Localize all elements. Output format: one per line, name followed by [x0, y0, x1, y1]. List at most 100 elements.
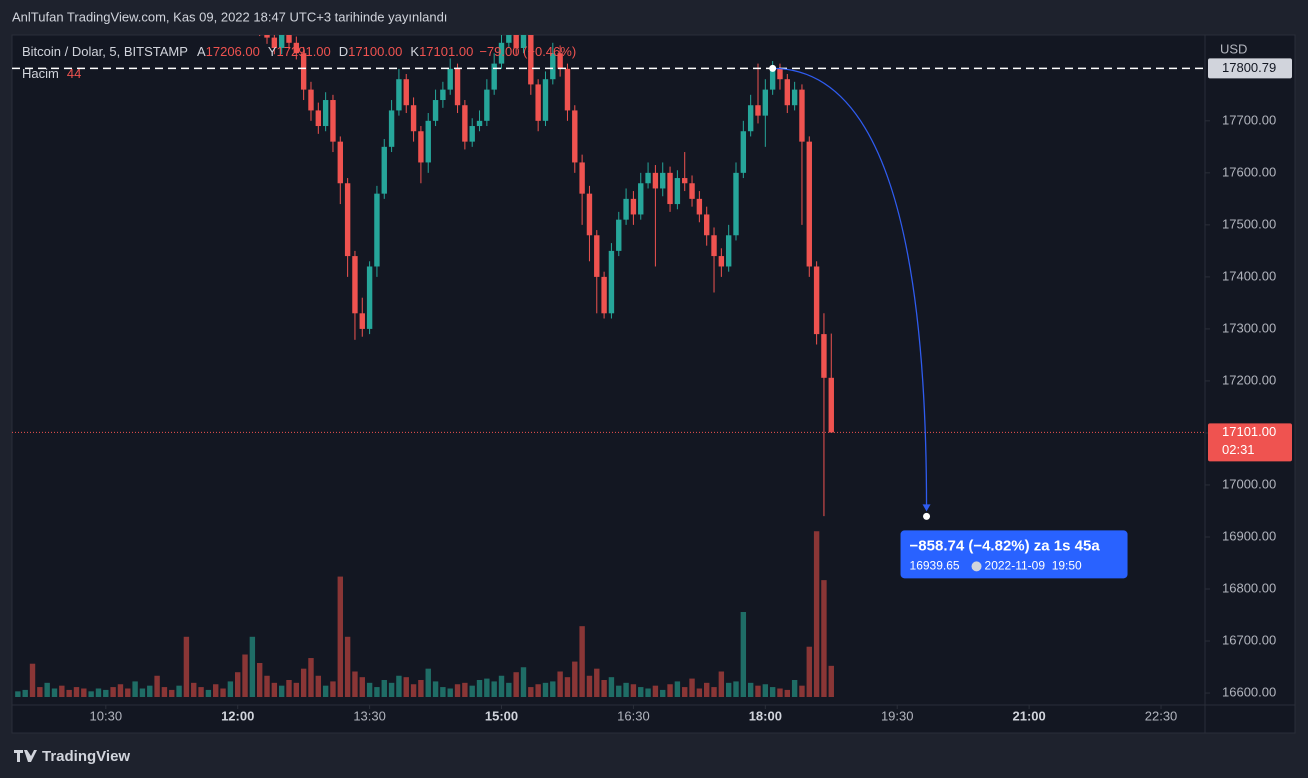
volume-bar — [491, 681, 497, 697]
volume-bar — [828, 665, 834, 697]
candle-body — [740, 131, 747, 173]
volume-bar — [176, 685, 182, 697]
marker-price-label: 17800.79 — [1222, 60, 1276, 75]
candle-body — [440, 89, 446, 101]
candle-body — [520, 35, 527, 49]
volume-bar — [337, 576, 343, 697]
volume-bar — [432, 681, 439, 697]
candle-body — [696, 198, 703, 215]
volume-bar — [425, 668, 431, 697]
candle-body — [791, 89, 798, 106]
candle-body — [601, 276, 607, 314]
volume-bar — [22, 689, 28, 697]
measure-end — [923, 512, 931, 520]
volume-bar — [249, 636, 256, 697]
volume-bar — [476, 680, 483, 697]
candle-body — [769, 68, 776, 90]
volume-bar — [103, 689, 109, 697]
candle-body — [300, 53, 307, 90]
volume-bar — [601, 680, 607, 697]
candle-body — [403, 79, 409, 106]
candle-body — [322, 100, 329, 127]
candle-body — [506, 35, 512, 43]
volume-bar — [374, 687, 380, 697]
candle-body — [498, 42, 505, 64]
volume-bar — [769, 687, 776, 697]
y-tick-label: 17000.00 — [1222, 476, 1276, 491]
volume-bar — [132, 681, 138, 697]
volume-bar — [139, 688, 146, 697]
volume-bar — [513, 672, 519, 697]
volume-bar — [183, 636, 190, 697]
y-tick-label: 17700.00 — [1222, 112, 1276, 127]
candle-body — [821, 334, 827, 378]
volume-bar — [791, 680, 798, 697]
volume-bar — [88, 691, 94, 697]
candle-body — [396, 79, 402, 111]
legend: Bitcoin / Dolar, 5, BITSTAMP A17206.00 Y17… — [22, 44, 576, 59]
candle-body — [586, 193, 593, 236]
candle-body — [366, 266, 373, 329]
volume-bar — [440, 687, 446, 697]
x-tick-label: 12:00 — [221, 708, 254, 723]
candle-body — [374, 193, 380, 267]
published-note: AnlTufan TradingView.com, Kas 09, 2022 1… — [12, 9, 447, 24]
candle-body — [725, 235, 732, 267]
currency: USD — [1220, 41, 1247, 56]
volume-bar — [278, 685, 285, 697]
candle-body — [755, 105, 761, 116]
candle-body — [213, 0, 218, 9]
volume-bar — [205, 689, 212, 697]
volume-bar — [638, 687, 644, 697]
measure-time: 2022-11-09 19:50 — [985, 559, 1083, 573]
candle-body — [410, 105, 417, 132]
volume-bar — [806, 646, 812, 697]
measure-box — [900, 530, 1128, 579]
volume-bar — [550, 681, 556, 697]
candle-body — [638, 183, 644, 215]
candle-body — [278, 35, 285, 49]
candle-body — [315, 110, 322, 127]
volume-bar — [396, 675, 402, 697]
candle-body — [308, 89, 314, 111]
volume-bar — [29, 663, 36, 697]
candle-body — [564, 68, 571, 111]
candle-body — [359, 313, 365, 329]
candle-body — [462, 105, 468, 142]
candle-body — [557, 53, 563, 69]
candle-body — [191, 0, 196, 1]
volume-bar — [235, 672, 241, 697]
volume-bar — [161, 687, 168, 697]
candle-body — [652, 172, 659, 189]
candle-body — [703, 214, 710, 236]
candle-body — [454, 68, 461, 106]
legend-key: Y — [268, 44, 277, 59]
candle-body — [469, 126, 475, 142]
volume-bar — [520, 667, 527, 697]
candle-body — [630, 198, 637, 215]
volume-bar — [403, 677, 409, 697]
candle-body — [645, 172, 651, 184]
candle-body — [747, 105, 754, 132]
volume-bar — [777, 688, 783, 697]
volume-bar — [528, 687, 534, 697]
countdown: 02:31 — [1222, 442, 1255, 457]
legend-change: −79.00 (−0.46%) — [479, 44, 576, 59]
volume-bar — [703, 682, 710, 697]
candle-body — [381, 146, 387, 194]
candle-body — [682, 178, 688, 184]
x-tick-label: 13:30 — [353, 708, 386, 723]
volume-bar — [784, 689, 791, 697]
candle-body — [689, 183, 695, 199]
volume-bar — [154, 675, 160, 697]
volume-bar — [81, 688, 87, 697]
volume-bar — [572, 661, 578, 697]
y-tick-label: 16900.00 — [1222, 528, 1276, 543]
volume-bar — [579, 626, 585, 697]
volume-bar — [469, 685, 475, 697]
volume-bar — [227, 681, 234, 697]
volume-bar — [608, 677, 615, 697]
volume-bar — [418, 680, 424, 697]
volume-bar — [410, 684, 417, 697]
x-tick-label: 22:30 — [1145, 708, 1178, 723]
